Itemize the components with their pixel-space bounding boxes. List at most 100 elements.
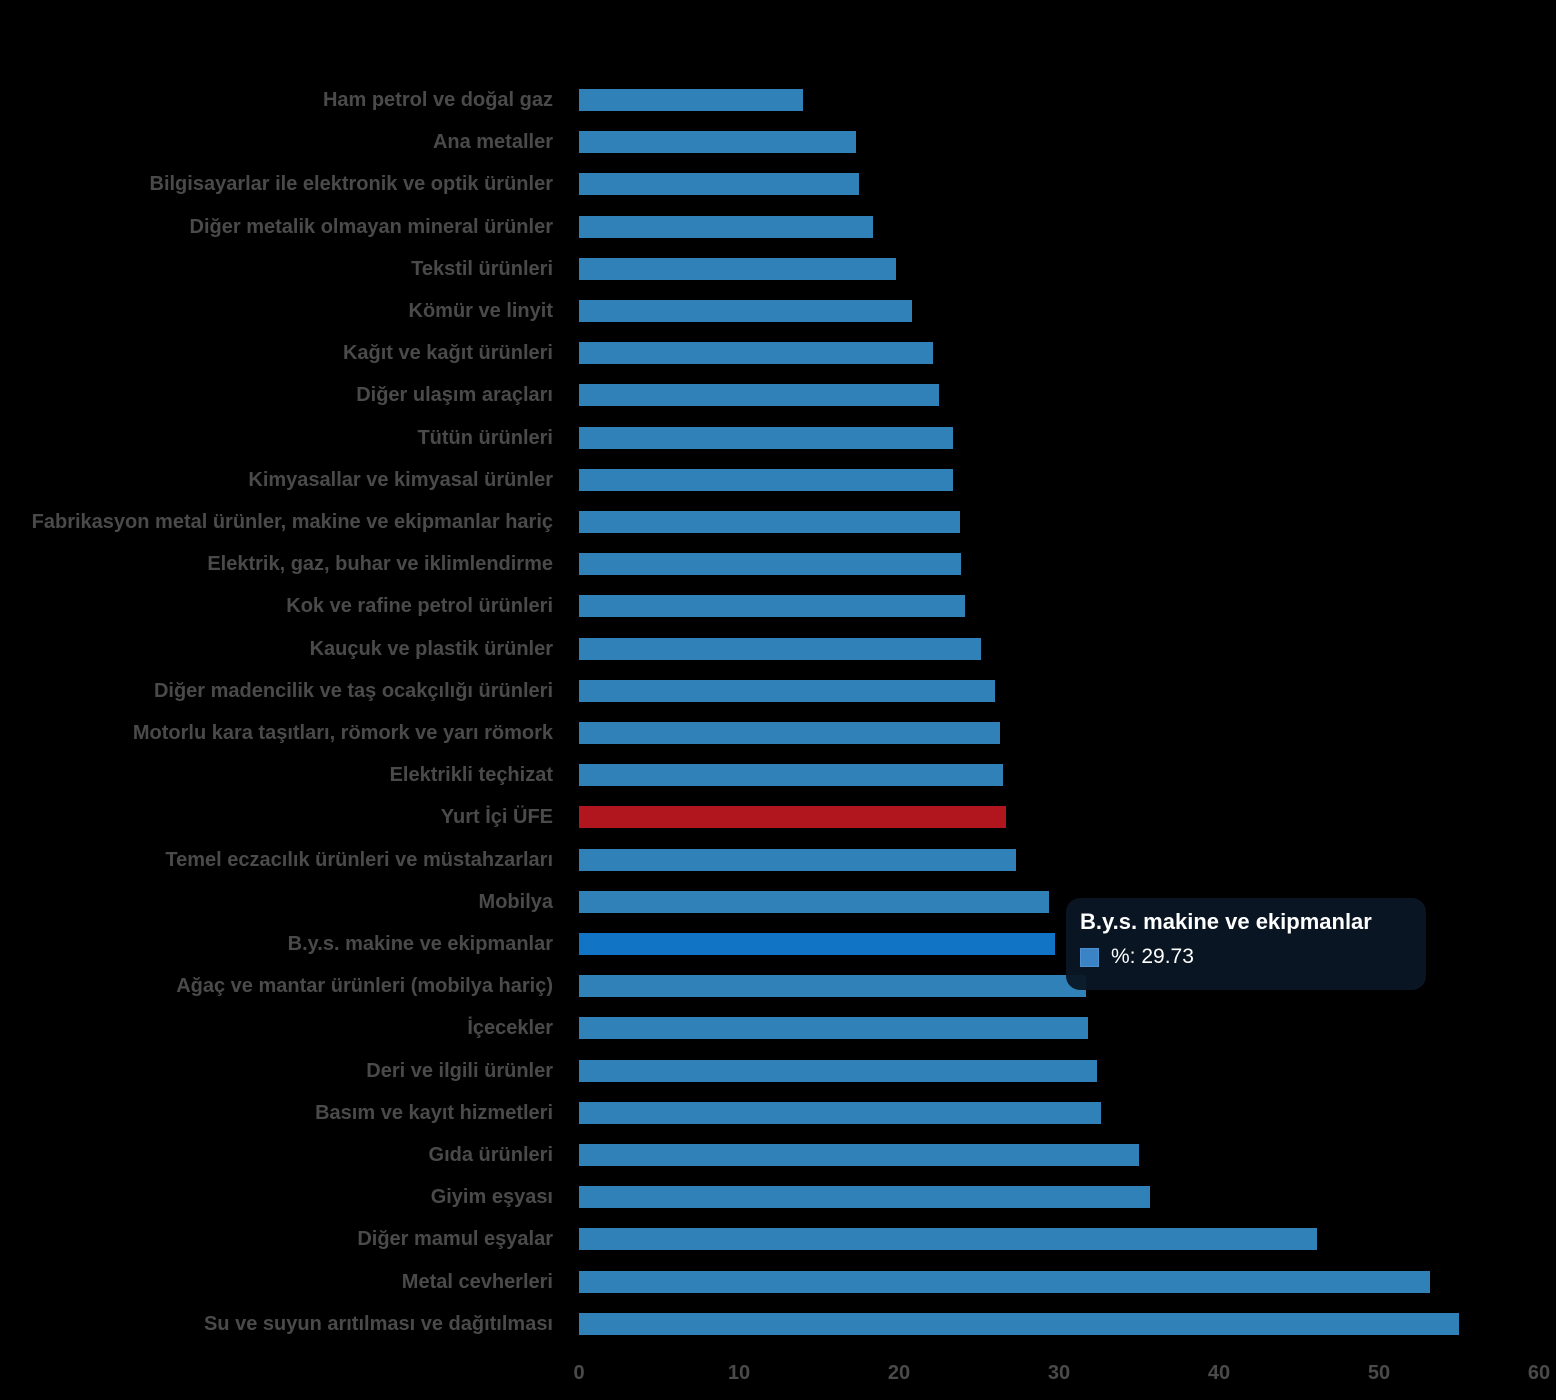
bar-row: Motorlu kara taşıtları, römork ve yarı r… [0, 722, 1556, 744]
category-label: Kimyasallar ve kimyasal ürünler [248, 469, 553, 491]
bar-normal[interactable] [579, 1017, 1088, 1039]
category-label: Ham petrol ve doğal gaz [322, 89, 553, 111]
bar-row: Elektrik, gaz, buhar ve iklimlendirme [0, 553, 1556, 575]
bar-normal[interactable] [579, 595, 965, 617]
category-label: Deri ve ilgili ürünler [366, 1060, 553, 1082]
tooltip: B.y.s. makine ve ekipmanlar %: 29.73 [1066, 898, 1426, 990]
bar-row: Diğer metalik olmayan mineral ürünler [0, 216, 1556, 238]
category-label: Motorlu kara taşıtları, römork ve yarı r… [132, 722, 553, 744]
bar-normal[interactable] [579, 1060, 1098, 1082]
bar-row: İçecekler [0, 1017, 1556, 1039]
bar-normal[interactable] [579, 1271, 1431, 1293]
bar-row: Temel eczacılık ürünleri ve müstahzarlar… [0, 849, 1556, 871]
bar-normal[interactable] [579, 511, 960, 533]
bar-row: Diğer madencilik ve taş ocakçılığı ürünl… [0, 680, 1556, 702]
bar-highlight[interactable] [579, 933, 1055, 955]
bar-row: Ham petrol ve doğal gaz [0, 89, 1556, 111]
category-label: Diğer mamul eşyalar [357, 1228, 553, 1250]
x-axis-tick-label: 50 [1367, 1362, 1391, 1384]
bar-normal[interactable] [579, 173, 859, 195]
x-axis-tick-label: 60 [1527, 1362, 1551, 1384]
category-label: Ağaç ve mantar ürünleri (mobilya hariç) [176, 975, 553, 997]
bar-normal[interactable] [579, 1313, 1459, 1335]
category-label: Basım ve kayıt hizmetleri [315, 1102, 553, 1124]
bar-row: Giyim eşyası [0, 1186, 1556, 1208]
category-label: Kauçuk ve plastik ürünler [309, 638, 553, 660]
bar-normal[interactable] [579, 722, 1000, 744]
category-label: Yurt İçi ÜFE [440, 806, 553, 828]
bar-row: Tekstil ürünleri [0, 258, 1556, 280]
bar-reference[interactable] [579, 806, 1007, 828]
bar-row: Ağaç ve mantar ürünleri (mobilya hariç) [0, 975, 1556, 997]
bar-normal[interactable] [579, 680, 995, 702]
category-label: Fabrikasyon metal ürünler, makine ve eki… [31, 511, 553, 533]
category-label: B.y.s. makine ve ekipmanlar [287, 933, 553, 955]
bar-normal[interactable] [579, 849, 1016, 871]
category-label: Giyim eşyası [430, 1186, 553, 1208]
bar-row: Tütün ürünleri [0, 427, 1556, 449]
bar-row: Kömür ve linyit [0, 300, 1556, 322]
bar-row: Fabrikasyon metal ürünler, makine ve eki… [0, 511, 1556, 533]
tooltip-title: B.y.s. makine ve ekipmanlar [1080, 909, 1372, 934]
bar-normal[interactable] [579, 1144, 1139, 1166]
tooltip-value: %: 29.73 [1111, 945, 1194, 968]
category-label: Ana metaller [432, 131, 553, 153]
bar-row: Elektrikli teçhizat [0, 764, 1556, 786]
bar-normal[interactable] [579, 891, 1050, 913]
category-label: Mobilya [478, 891, 553, 913]
bar-row: Kağıt ve kağıt ürünleri [0, 342, 1556, 364]
category-label: Bilgisayarlar ile elektronik ve optik ür… [149, 173, 554, 195]
bar-row: Yurt İçi ÜFE [0, 806, 1556, 828]
category-label: Diğer metalik olmayan mineral ürünler [189, 216, 553, 238]
category-label: Kok ve rafine petrol ürünleri [286, 595, 553, 617]
category-label: İçecekler [467, 1017, 553, 1039]
bar-normal[interactable] [579, 216, 874, 238]
bar-normal[interactable] [579, 1228, 1317, 1250]
bar-row: Diğer ulaşım araçları [0, 384, 1556, 406]
bar-normal[interactable] [579, 1102, 1101, 1124]
bar-row: Diğer mamul eşyalar [0, 1228, 1556, 1250]
category-label: Diğer madencilik ve taş ocakçılığı ürünl… [153, 680, 553, 702]
category-label: Metal cevherleri [401, 1271, 553, 1293]
category-label: Kömür ve linyit [408, 300, 553, 322]
bar-normal[interactable] [579, 975, 1087, 997]
bar-row: Su ve suyun arıtılması ve dağıtılması [0, 1313, 1556, 1335]
category-label: Diğer ulaşım araçları [356, 384, 553, 406]
bar-row: Metal cevherleri [0, 1271, 1556, 1293]
category-label: Gıda ürünleri [428, 1144, 553, 1166]
tooltip-value-row: %: 29.73 [1080, 945, 1412, 969]
bar-normal[interactable] [579, 384, 939, 406]
bar-normal[interactable] [579, 342, 933, 364]
bar-normal[interactable] [579, 300, 912, 322]
x-axis-tick-label: 40 [1207, 1362, 1231, 1384]
bar-normal[interactable] [579, 258, 896, 280]
bar-row: Ana metaller [0, 131, 1556, 153]
category-label: Elektrikli teçhizat [389, 764, 553, 786]
bar-normal[interactable] [579, 553, 962, 575]
bar-row: Mobilya [0, 891, 1556, 913]
bar-row: Kimyasallar ve kimyasal ürünler [0, 469, 1556, 491]
bar-normal[interactable] [579, 1186, 1151, 1208]
bar-normal[interactable] [579, 427, 954, 449]
bar-normal[interactable] [579, 89, 803, 111]
bar-row: Deri ve ilgili ürünler [0, 1060, 1556, 1082]
x-axis-tick-label: 0 [573, 1362, 585, 1384]
category-label: Su ve suyun arıtılması ve dağıtılması [203, 1313, 553, 1335]
bar-row: B.y.s. makine ve ekipmanlar [0, 933, 1556, 955]
category-label: Elektrik, gaz, buhar ve iklimlendirme [207, 553, 553, 575]
category-label: Tekstil ürünleri [411, 258, 553, 280]
bar-normal[interactable] [579, 638, 981, 660]
bar-row: Basım ve kayıt hizmetleri [0, 1102, 1556, 1124]
bar-normal[interactable] [579, 469, 954, 491]
bar-row: Gıda ürünleri [0, 1144, 1556, 1166]
bar-row: Kok ve rafine petrol ürünleri [0, 595, 1556, 617]
x-axis-tick-label: 10 [727, 1362, 751, 1384]
category-label: Temel eczacılık ürünleri ve müstahzarlar… [165, 849, 553, 871]
bar-row: Kauçuk ve plastik ürünler [0, 638, 1556, 660]
bar-normal[interactable] [579, 764, 1003, 786]
category-label: Tütün ürünleri [417, 427, 553, 449]
bar-row: Bilgisayarlar ile elektronik ve optik ür… [0, 173, 1556, 195]
tooltip-series-swatch-icon [1080, 947, 1099, 967]
bar-normal[interactable] [579, 131, 856, 153]
